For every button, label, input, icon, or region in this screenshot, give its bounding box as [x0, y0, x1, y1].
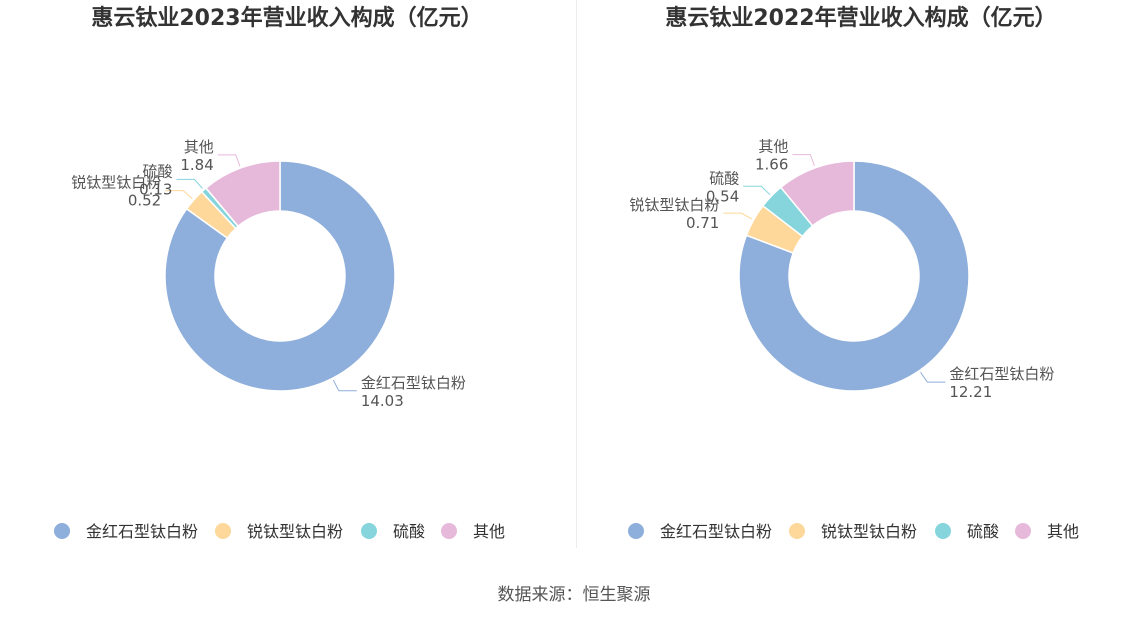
leader-line: [792, 154, 815, 167]
slice-金红石型钛白粉: [738, 160, 970, 392]
legend-marker: [361, 523, 377, 539]
leader-line: [332, 379, 357, 392]
leader-line: [743, 185, 771, 196]
chart-panel-2023: 惠云钛业2023年营业收入构成（亿元） 金红石型钛白粉 14.03 锐钛型钛白粉 0.…: [0, 0, 574, 560]
legend-marker: [628, 523, 644, 539]
chart-title: 惠云钛业2022年营业收入构成（亿元）: [665, 6, 1057, 31]
slice-label-name: 锐钛型钛白粉: [71, 174, 161, 192]
leader-line: [723, 212, 753, 220]
slice-label-name: 其他: [184, 138, 214, 156]
slice-label-value: 14.03: [361, 392, 404, 410]
slice-金红石型钛白粉: [164, 160, 396, 392]
slice-label-value: 0.54: [706, 187, 739, 205]
legend-label: 金红石型钛白粉: [86, 522, 198, 541]
legend-marker: [935, 523, 951, 539]
donut-chart: 金红石型钛白粉14.03锐钛型钛白粉0.52硫酸0.13其他1.84金红石型钛白…: [54, 138, 505, 541]
slice-label-name: 锐钛型钛白粉: [629, 196, 719, 214]
legend-marker: [215, 523, 231, 539]
legend-label: 金红石型钛白粉: [660, 522, 772, 541]
legend-marker: [1015, 523, 1031, 539]
leader-line: [920, 371, 946, 383]
legend-label: 锐钛型钛白粉: [247, 522, 343, 541]
leader-line: [165, 190, 193, 199]
slice-label-value: 0.13: [139, 180, 172, 198]
slice-label-value: 1.66: [755, 156, 788, 174]
legend-label: 锐钛型钛白粉: [821, 522, 917, 541]
donut-chart: 金红石型钛白粉12.21锐钛型钛白粉0.71硫酸0.54其他1.66金红石型钛白…: [628, 138, 1079, 541]
slice-label-name: 其他: [758, 138, 788, 156]
legend-marker: [54, 523, 70, 539]
slice-其他: [204, 160, 281, 228]
slice-label-value: 0.71: [686, 214, 719, 232]
slice-label-name: 金红石型钛白粉: [361, 374, 466, 392]
legend-label: 硫酸: [393, 522, 425, 541]
leader-line: [176, 178, 203, 189]
legend-marker: [789, 523, 805, 539]
slice-label-value: 1.84: [180, 156, 213, 174]
legend-label: 其他: [1047, 522, 1079, 541]
panel-divider: [576, 0, 577, 548]
leader-line: [217, 154, 241, 167]
legend-label: 其他: [473, 522, 505, 541]
slice-label-value: 12.21: [949, 383, 992, 401]
chart-title: 惠云钛业2023年营业收入构成（亿元）: [91, 6, 483, 31]
slice-label-value: 0.52: [128, 192, 161, 210]
slice-其他: [779, 160, 855, 227]
slice-label-name: 硫酸: [709, 169, 739, 187]
legend-label: 硫酸: [967, 522, 999, 541]
chart-panel-2022: 惠云钛业2022年营业收入构成（亿元） 金红石型钛白粉 12.21 锐钛型钛白粉 0.…: [574, 0, 1148, 560]
legend-marker: [441, 523, 457, 539]
source-note: 数据来源：恒生聚源: [497, 585, 651, 605]
slice-label-name: 金红石型钛白粉: [949, 365, 1054, 383]
slice-label-name: 硫酸: [142, 162, 172, 180]
